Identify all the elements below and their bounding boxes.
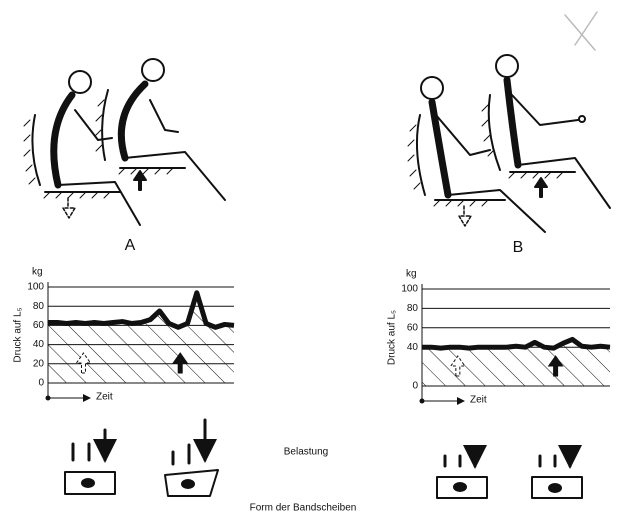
y-tick-label: 60 (33, 320, 45, 331)
y-axis-label: Druck auf L₅ (387, 310, 398, 365)
disc-icons (65, 420, 582, 498)
y-tick-label: 100 (27, 282, 44, 293)
y-tick-label: 0 (412, 381, 418, 392)
pressure-line (48, 293, 234, 328)
y-tick-label: 40 (407, 342, 419, 353)
y-unit: kg (32, 267, 43, 278)
panel-label: B (513, 239, 524, 256)
y-tick-label: 20 (33, 358, 45, 369)
y-tick-label: 80 (33, 301, 45, 312)
illustration-b (408, 12, 610, 232)
pressure-line (422, 339, 610, 348)
panel-label: A (125, 237, 136, 254)
y-unit: kg (406, 269, 417, 280)
illustration-a (24, 59, 225, 225)
x-axis-label: Zeit (470, 395, 487, 406)
load-caption: Belastung (284, 447, 328, 458)
y-tick-label: 100 (401, 284, 418, 295)
x-axis-label: Zeit (96, 392, 113, 403)
y-tick-label: 60 (407, 322, 419, 333)
y-axis-label: Druck auf L₅ (13, 307, 24, 362)
y-tick-label: 80 (407, 303, 419, 314)
y-tick-label: 40 (33, 339, 45, 350)
figure: A B Belastung Form der Bandscheiben 0 20 4… (0, 0, 625, 518)
y-tick-label: 0 (38, 378, 44, 389)
disc-caption: Form der Bandscheiben (250, 503, 357, 514)
